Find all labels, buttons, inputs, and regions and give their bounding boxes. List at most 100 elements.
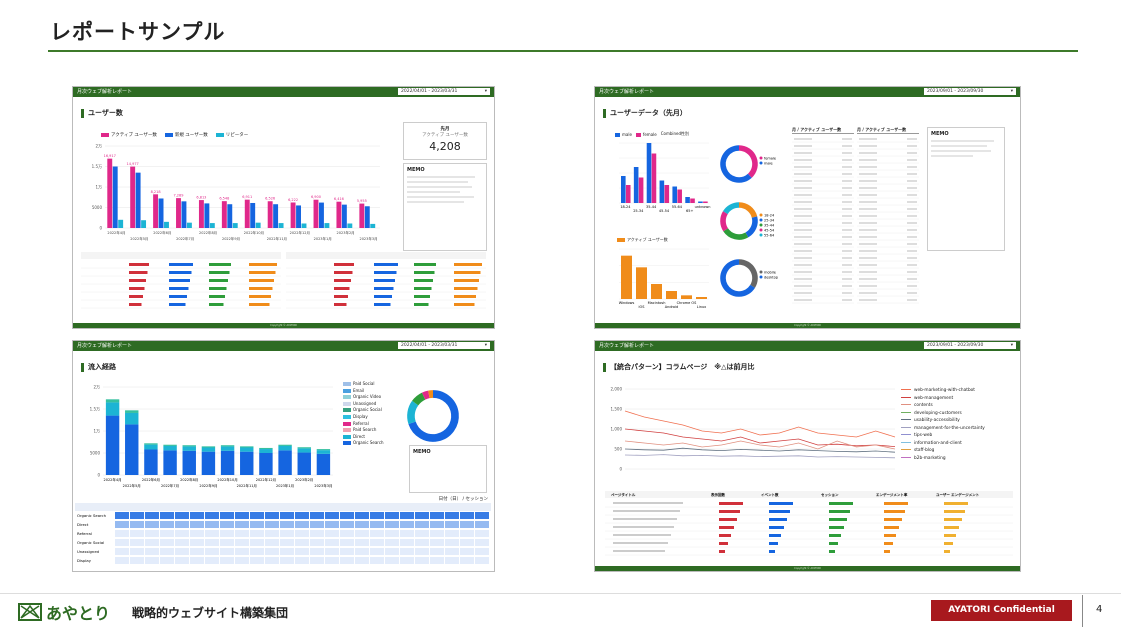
table-bar — [169, 271, 192, 274]
data-label: 6,548 — [219, 197, 229, 201]
heat-cell — [265, 548, 279, 555]
heat-cell — [385, 557, 399, 564]
cell-placeholder — [907, 243, 917, 245]
date-range-select[interactable]: 2022/04/01 - 2023/03/31 — [398, 88, 490, 95]
x-tick-label: 2023年3月 — [359, 236, 377, 241]
legend-label: 35-44 — [764, 224, 775, 228]
table-bar — [884, 542, 893, 545]
cell-placeholder — [613, 534, 671, 536]
heat-cell — [160, 548, 174, 555]
bar — [164, 221, 169, 228]
legend-new: 新規 ユーザー数 — [164, 132, 208, 138]
bar — [364, 206, 370, 228]
bar — [135, 172, 141, 228]
legend-dot — [759, 233, 763, 237]
x-tick-label: 2023年1月 — [314, 236, 332, 241]
y-tick-label: 1万 — [95, 185, 102, 190]
heat-cell — [190, 548, 204, 555]
heat-cell — [145, 512, 159, 519]
date-range-select[interactable]: 2023/09/01 - 2023/09/30 — [924, 342, 1016, 349]
bar — [685, 197, 690, 203]
cell-placeholder — [842, 201, 852, 203]
table-bar — [129, 303, 142, 306]
panel-header-title: 月次ウェブ解析レポート — [77, 89, 133, 95]
cell-placeholder — [859, 152, 877, 154]
cell-placeholder — [794, 138, 812, 140]
legend-female: female — [635, 132, 657, 137]
bar — [672, 186, 678, 203]
table-bar — [169, 279, 190, 282]
bar — [696, 297, 707, 299]
cell-placeholder — [794, 208, 812, 210]
data-label: 8,218 — [151, 190, 161, 194]
heat-cell — [370, 521, 384, 528]
table-bar — [414, 287, 432, 290]
panel-header: 月次ウェブ解析レポート 2023/09/01 - 2023/09/30 — [595, 87, 1020, 97]
table-bar — [374, 295, 392, 298]
x-tick-label: 2022年5月 — [123, 483, 141, 488]
cell-placeholder — [842, 250, 852, 252]
kpi-value: 4,208 — [429, 140, 461, 153]
data-label: 16,917 — [104, 154, 116, 158]
table-bar — [884, 510, 905, 513]
cell-placeholder — [859, 229, 877, 231]
row-label: Unassigned — [77, 549, 100, 554]
table-bar — [129, 295, 143, 298]
bar-segment — [182, 445, 196, 447]
heat-cell — [415, 530, 429, 537]
table-bar — [454, 271, 481, 274]
bar-segment — [220, 446, 235, 451]
heat-cell — [115, 557, 129, 564]
cell-placeholder — [842, 271, 852, 273]
heat-cell — [205, 548, 219, 555]
bar-segment — [316, 450, 331, 454]
heat-cell — [190, 512, 204, 519]
heat-cell — [415, 512, 429, 519]
company-logo: あやとり — [18, 600, 110, 624]
x-tick-label: 2022年11月 — [237, 483, 257, 488]
memo-box: MEMO — [409, 445, 487, 493]
heat-cell — [385, 530, 399, 537]
bar-segment — [316, 449, 331, 451]
heat-cell — [325, 539, 339, 546]
heat-cell — [340, 521, 354, 528]
table-bar — [169, 295, 187, 298]
heat-cell — [475, 548, 489, 555]
cell-placeholder — [859, 194, 877, 196]
date-range-select[interactable]: 2023/09/01 - 2023/09/30 — [924, 88, 1016, 95]
heat-cell — [205, 557, 219, 564]
table-bar — [769, 510, 790, 513]
heat-cell — [445, 521, 459, 528]
cell-placeholder — [842, 264, 852, 266]
kpi-label: アクティブ ユーザー数 — [422, 133, 468, 138]
panel-header: 月次ウェブ解析レポート 2022/04/01 - 2023/03/31 — [73, 87, 494, 97]
data-label: 5,955 — [357, 199, 367, 203]
table-bar — [374, 271, 397, 274]
bar — [107, 158, 113, 228]
heat-cell — [160, 530, 174, 537]
heat-cell — [175, 557, 189, 564]
y-tick-label: 2,000 — [611, 387, 623, 392]
cell-placeholder — [907, 285, 917, 287]
cell-placeholder — [907, 222, 917, 224]
cell-placeholder — [907, 145, 917, 147]
pie-slice — [745, 216, 758, 238]
date-range-select[interactable]: 2022/04/01 - 2023/03/31 — [398, 342, 490, 349]
x-tick-label: 35-44 — [646, 205, 657, 209]
cell-placeholder — [859, 250, 877, 252]
legend-item: Organic Social — [343, 407, 398, 414]
x-tick-label: 2023年2月 — [337, 230, 355, 235]
heat-cell — [220, 548, 234, 555]
heat-cell — [475, 512, 489, 519]
heat-cell — [160, 521, 174, 528]
heat-cell — [130, 539, 144, 546]
legend-item: Unassigned — [343, 401, 398, 408]
series-line — [624, 454, 896, 459]
heat-cell — [355, 512, 369, 519]
legend-label: 25-34 — [764, 219, 775, 223]
x-tick-label: 2022年4月 — [104, 477, 122, 482]
heat-cell — [460, 512, 474, 519]
cell-placeholder — [794, 271, 812, 273]
heat-cell — [370, 512, 384, 519]
table-bar — [414, 279, 433, 282]
